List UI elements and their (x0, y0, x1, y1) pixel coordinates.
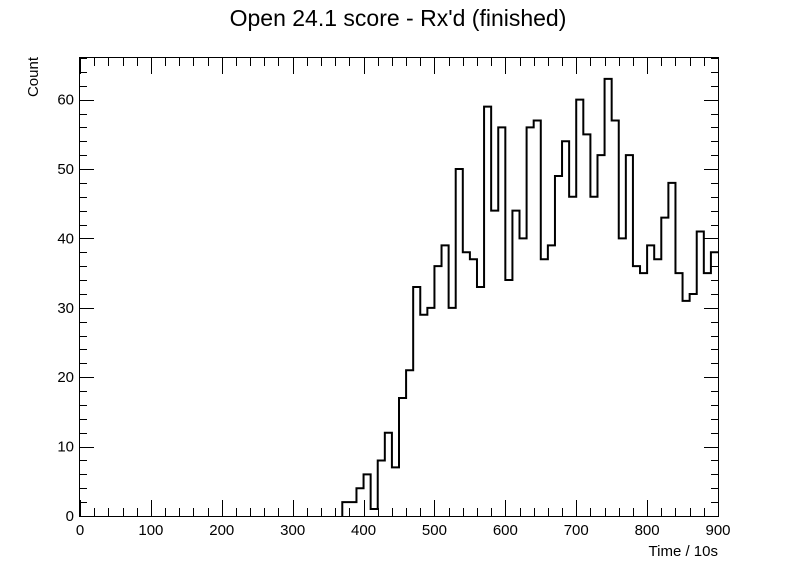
y-tick-label: 60 (57, 92, 74, 109)
x-tick-label: 600 (493, 522, 518, 539)
y-tick-label: 0 (66, 508, 74, 525)
tick-labels: 0 100 200 300 400 500 600 700 800 900 0 10 20 30 40 50 6… (57, 92, 730, 539)
y-tick-label: 10 (57, 439, 74, 456)
y-tick-label: 30 (57, 300, 74, 317)
x-tick-label: 700 (564, 522, 589, 539)
x-tick-label: 300 (280, 522, 305, 539)
chart-title: Open 24.1 score - Rx'd (finished) (230, 5, 567, 31)
x-tick-label: 400 (351, 522, 376, 539)
y-axis-title: Count (25, 56, 42, 97)
plot-frame (79, 57, 719, 517)
x-tick-label: 800 (635, 522, 660, 539)
y-tick-label: 20 (57, 369, 74, 386)
x-tick-label: 500 (422, 522, 447, 539)
axis-ticks (80, 58, 719, 517)
y-tick-label: 50 (57, 161, 74, 178)
histogram-series (341, 77, 718, 516)
x-tick-label: 200 (209, 522, 234, 539)
x-tick-label: 900 (705, 522, 730, 539)
x-tick-label: 0 (76, 522, 84, 539)
y-tick-label: 40 (57, 230, 74, 247)
x-axis-title: Time / 10s (649, 543, 718, 560)
x-tick-label: 100 (138, 522, 163, 539)
